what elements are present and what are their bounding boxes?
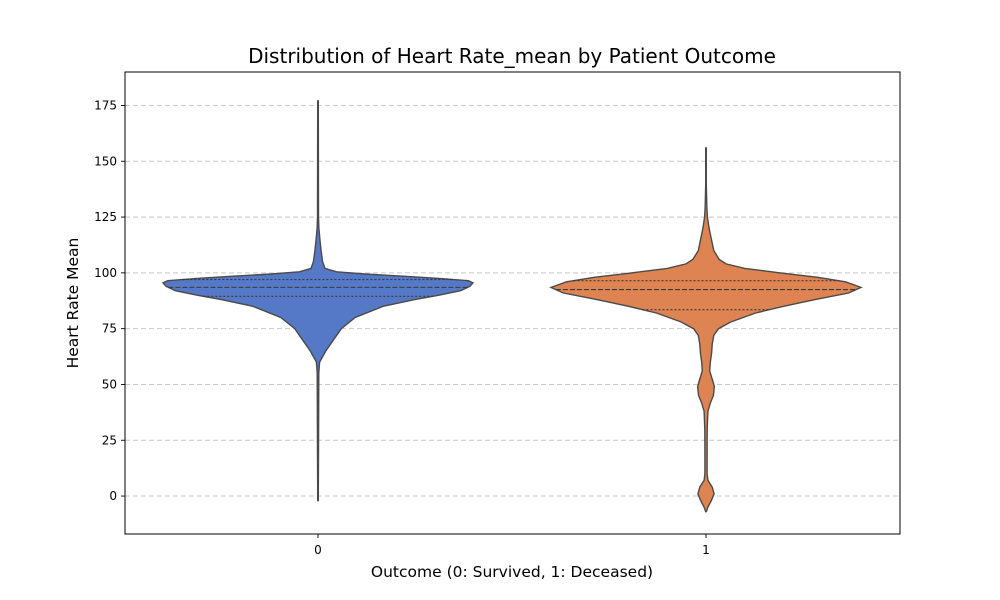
y-tick-label: 50 <box>102 377 117 391</box>
axis-ticks: 0 25 50 75 100 125 150 175 0 1 <box>94 98 710 557</box>
violin-body-1 <box>549 147 863 513</box>
y-tick-label: 125 <box>94 210 117 224</box>
y-tick-label: 100 <box>94 266 117 280</box>
violins <box>161 100 863 513</box>
y-tick-label: 25 <box>102 433 117 447</box>
violin-body-0 <box>161 100 475 502</box>
plot-frame <box>124 71 901 535</box>
gridlines <box>125 104 900 497</box>
y-axis-label: Heart Rate Mean <box>64 238 82 369</box>
x-axis-label: Outcome (0: Survived, 1: Deceased) <box>371 563 653 581</box>
x-tick-label: 0 <box>314 543 322 557</box>
x-tick-label: 1 <box>702 543 710 557</box>
y-tick-label: 150 <box>94 154 117 168</box>
chart-title: Distribution of Heart Rate_mean by Patie… <box>248 44 776 68</box>
y-tick-label: 75 <box>102 322 117 336</box>
y-tick-label: 175 <box>94 98 117 112</box>
y-tick-label: 0 <box>109 489 117 503</box>
